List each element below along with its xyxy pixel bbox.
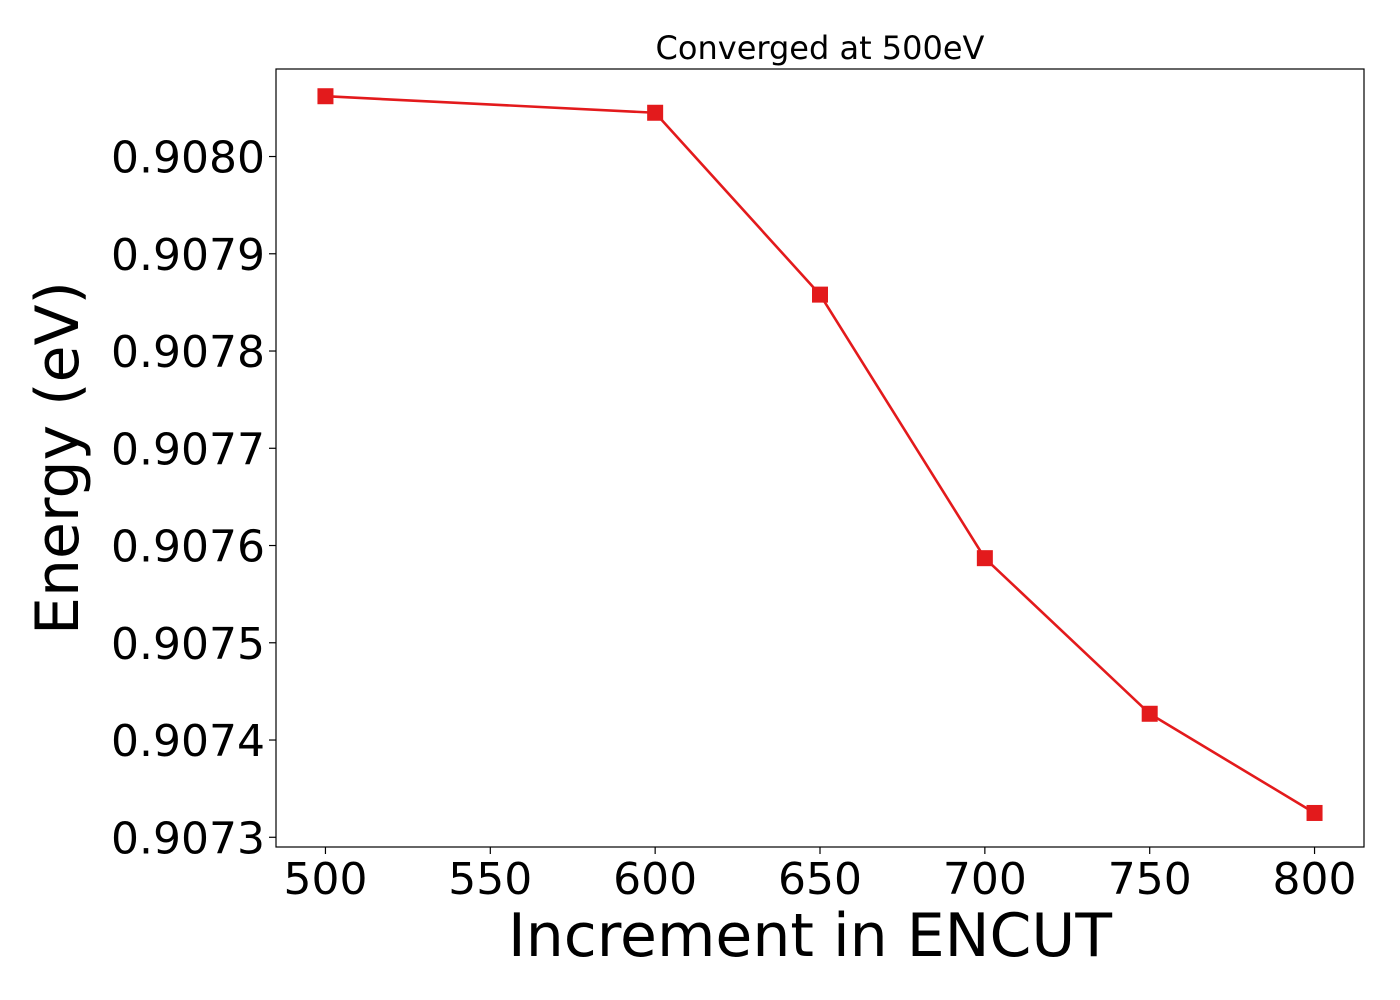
series-line: [325, 94, 1316, 815]
y-tick-label: 0.9079: [111, 230, 265, 281]
plot-area: [317, 88, 1323, 821]
x-axis: 500 550 600 650 700 750 800: [283, 847, 1357, 905]
y-tick-label: 0.9078: [111, 327, 265, 378]
x-tick-label: 650: [778, 854, 862, 905]
data-point-marker: [812, 286, 828, 303]
x-tick-label: 700: [943, 854, 1027, 905]
data-point-marker: [976, 550, 993, 567]
data-point-marker: [317, 88, 334, 105]
x-tick-label: 800: [1273, 854, 1357, 905]
y-tick-label: 0.9077: [111, 424, 265, 475]
y-axis: 0.9073 0.9074 0.9075 0.9076 0.9077 0.9078 0.90…: [111, 133, 276, 864]
y-tick-label: 0.9074: [111, 716, 265, 767]
x-axis-label: Increment in ENCUT: [508, 901, 1112, 971]
data-point-marker: [1141, 705, 1158, 722]
y-tick-label: 0.9073: [111, 813, 265, 864]
x-tick-label: 500: [283, 854, 367, 905]
x-tick-label: 600: [613, 854, 697, 905]
chart-title: Converged at 500eV: [656, 29, 985, 67]
y-tick-label: 0.9080: [111, 133, 265, 184]
data-point-marker: [647, 104, 664, 121]
y-tick-label: 0.9075: [111, 619, 265, 670]
y-axis-label: Energy (eV): [23, 281, 93, 635]
data-point-marker: [1306, 804, 1323, 821]
x-tick-label: 750: [1108, 854, 1192, 905]
y-tick-label: 0.9076: [111, 522, 265, 573]
x-tick-label: 550: [448, 854, 532, 905]
series-0: [317, 88, 1323, 821]
